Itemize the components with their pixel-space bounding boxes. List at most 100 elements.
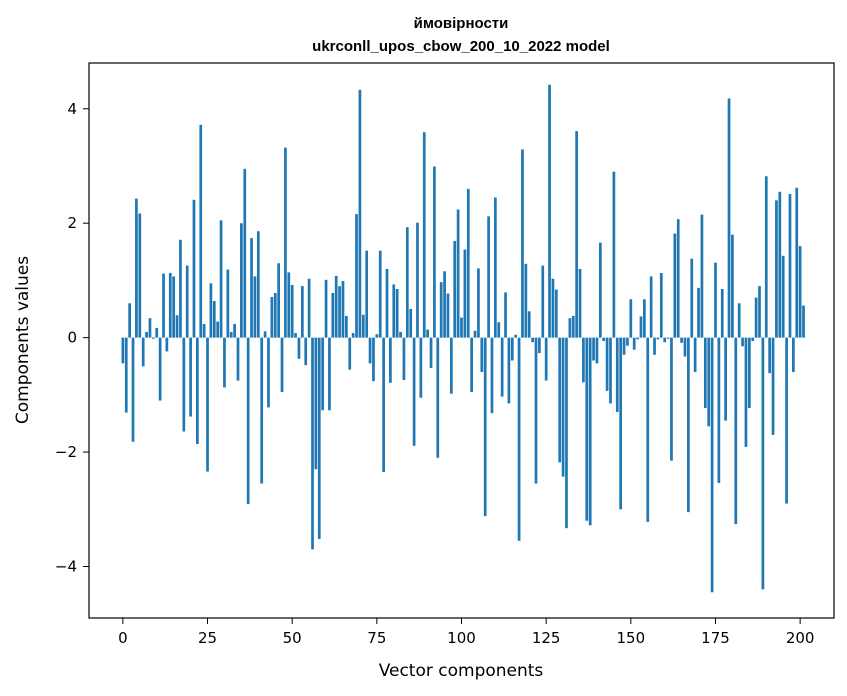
bar xyxy=(456,209,460,338)
bar xyxy=(666,337,670,339)
bar xyxy=(802,305,805,338)
bar xyxy=(433,166,436,338)
bar xyxy=(568,318,572,338)
bar xyxy=(165,337,169,352)
bar xyxy=(263,331,267,338)
x-tick-label: 75 xyxy=(367,629,386,647)
bar xyxy=(592,337,595,361)
bar xyxy=(317,337,321,540)
bar xyxy=(494,197,497,338)
bar xyxy=(419,337,423,398)
bar xyxy=(639,316,643,338)
bar xyxy=(209,283,213,338)
bar xyxy=(314,337,318,470)
bar xyxy=(294,333,297,338)
bar xyxy=(338,286,341,338)
bar xyxy=(734,337,738,525)
y-axis-label: Components values xyxy=(13,256,33,424)
bar xyxy=(534,337,538,484)
bar xyxy=(527,311,531,338)
bar xyxy=(121,337,125,364)
bar xyxy=(538,337,541,354)
bars-group xyxy=(121,84,805,593)
bar xyxy=(751,337,755,342)
bar xyxy=(297,337,301,359)
bar xyxy=(351,333,355,338)
bar xyxy=(463,249,467,338)
bar xyxy=(792,337,795,372)
bar xyxy=(544,337,548,381)
bar xyxy=(798,246,802,338)
bar xyxy=(615,337,619,413)
bar xyxy=(439,282,443,338)
bar xyxy=(151,337,155,339)
bar xyxy=(138,213,142,338)
bar xyxy=(365,250,369,338)
bar xyxy=(510,337,514,361)
bar xyxy=(395,289,399,338)
bar xyxy=(693,337,697,372)
y-axis-ticks: −4 −2 0 2 4 xyxy=(55,100,89,576)
bar xyxy=(744,337,748,447)
bar xyxy=(514,334,518,338)
bar xyxy=(162,273,165,338)
x-tick-label: 25 xyxy=(198,629,217,647)
bar xyxy=(700,214,704,338)
bar xyxy=(253,276,257,338)
bar xyxy=(402,337,406,380)
bar xyxy=(429,337,433,368)
bar xyxy=(761,337,765,590)
bar xyxy=(690,258,694,338)
bar xyxy=(145,331,148,338)
bar xyxy=(785,337,788,504)
bar xyxy=(771,337,775,435)
bar xyxy=(517,337,521,541)
bar xyxy=(199,124,203,338)
x-axis-ticks: 0 25 50 75 100 125 150 175 200 xyxy=(118,618,814,647)
bar xyxy=(328,337,331,411)
bar xyxy=(256,231,260,338)
bar xyxy=(680,337,683,343)
bar xyxy=(687,337,690,513)
bar xyxy=(280,337,284,392)
bar xyxy=(378,250,382,338)
bar xyxy=(646,337,650,522)
bar xyxy=(277,263,280,338)
bar xyxy=(778,191,782,338)
bar xyxy=(212,301,216,338)
bar xyxy=(582,337,585,383)
bar xyxy=(331,293,335,338)
bar xyxy=(219,220,223,338)
bar xyxy=(449,337,453,394)
bar xyxy=(636,337,639,340)
bar xyxy=(453,240,457,338)
bar xyxy=(632,337,636,350)
bar xyxy=(605,337,609,391)
bar xyxy=(358,89,362,338)
bar xyxy=(754,297,758,338)
bar xyxy=(707,337,711,427)
bar xyxy=(355,214,358,338)
bar xyxy=(443,271,446,338)
bar xyxy=(246,337,250,505)
bar xyxy=(500,337,504,397)
bar xyxy=(714,262,717,338)
bar xyxy=(622,337,626,355)
bar xyxy=(311,337,314,550)
chart-title-line2: ukrconll_upos_cbow_200_10_2022 model xyxy=(312,38,610,55)
bar xyxy=(182,337,186,432)
bar xyxy=(341,280,345,338)
bar xyxy=(710,337,714,593)
bar xyxy=(416,222,419,338)
bar xyxy=(382,337,385,473)
bar xyxy=(781,255,785,338)
bar xyxy=(575,131,578,338)
bar xyxy=(741,337,744,347)
bar xyxy=(324,279,328,338)
x-tick-label: 50 xyxy=(283,629,302,647)
bar xyxy=(747,337,751,409)
bar xyxy=(585,337,589,521)
bar xyxy=(128,303,131,338)
bar xyxy=(477,268,480,338)
